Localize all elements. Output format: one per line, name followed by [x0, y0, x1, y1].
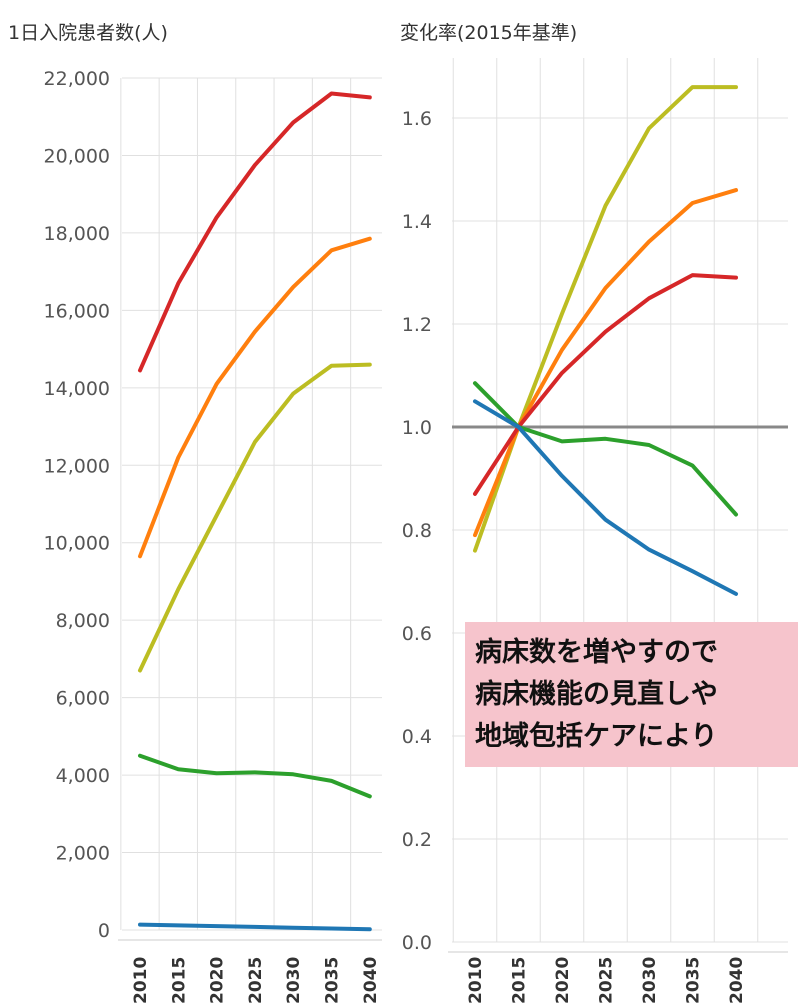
- right-ytick-label: 0.0: [402, 932, 432, 954]
- left-ytick-label: 20,000: [44, 145, 110, 167]
- left-ytick-label: 8,000: [56, 610, 110, 632]
- right-xtick-label: 2020: [553, 957, 573, 1004]
- left-ytick-label: 4,000: [56, 765, 110, 787]
- left-ytick-label: 14,000: [44, 378, 110, 400]
- right-series-line-4: [473, 381, 738, 517]
- left-series-line-5: [138, 922, 372, 932]
- left-xtick-label: 2010: [131, 957, 151, 1004]
- right-ytick-label: 1.6: [402, 108, 432, 130]
- left-ytick-label: 12,000: [44, 455, 110, 477]
- annotation-box: 病床数を増やすので 病床機能の見直しや 地域包括ケアにより: [465, 622, 798, 767]
- left-ytick-label: 0: [98, 920, 110, 942]
- right-ytick-label: 1.4: [402, 211, 432, 233]
- right-series-line-3: [473, 273, 738, 496]
- right-series-line-5: [473, 399, 738, 596]
- left-ytick-label: 2,000: [56, 843, 110, 865]
- left-ytick-label: 10,000: [44, 533, 110, 555]
- left-xtick-label: 2015: [169, 957, 189, 1004]
- right-ytick-label: 1.2: [402, 314, 432, 336]
- left-chart-title: 1日入院患者数(人): [8, 22, 168, 44]
- right-xtick-label: 2025: [597, 957, 617, 1004]
- right-ytick-label: 0.8: [402, 520, 432, 542]
- left-series-line-3: [138, 362, 372, 673]
- left-xtick-label: 2020: [208, 957, 228, 1004]
- right-xtick-label: 2040: [727, 957, 747, 1004]
- left-xtick-label: 2035: [323, 957, 343, 1004]
- right-xtick-label: 2015: [510, 957, 530, 1004]
- right-xtick-label: 2030: [640, 957, 660, 1004]
- right-ytick-label: 0.4: [402, 726, 432, 748]
- left-chart: 0 2,000 4,000 6,000 8,000 10,000 12,000 14,000 1…: [44, 68, 382, 1004]
- right-ytick-label: 1.0: [402, 417, 432, 439]
- annotation-line-2: 病床機能の見直しや: [475, 679, 718, 710]
- right-xtick-label: 2035: [684, 957, 704, 1004]
- annotation-line-3: 地域包括ケアにより: [475, 721, 718, 752]
- right-xtick-label: 2010: [466, 957, 486, 1004]
- left-xtick-label: 2025: [246, 957, 266, 1004]
- right-chart-title: 変化率(2015年基準): [400, 22, 577, 44]
- left-xtick-label: 2030: [284, 957, 304, 1004]
- left-ytick-label: 16,000: [44, 300, 110, 322]
- left-series-line-4: [138, 753, 372, 799]
- right-chart: 0.0 0.2 0.4 0.6 0.8 1.0 1.2 1.4 1.6 2010 2015 2020 2…: [402, 58, 788, 1004]
- right-ytick-label: 0.2: [402, 829, 432, 851]
- left-xtick-label: 2040: [361, 957, 381, 1004]
- right-series-line-2: [473, 188, 738, 538]
- left-ytick-label: 6,000: [56, 688, 110, 710]
- left-series-line-2: [138, 236, 372, 559]
- left-ytick-label: 18,000: [44, 223, 110, 245]
- right-series-line-1: [473, 85, 738, 553]
- right-ytick-label: 0.6: [402, 623, 432, 645]
- left-series-line-1: [138, 91, 372, 373]
- left-ytick-label: 22,000: [44, 68, 110, 90]
- annotation-line-1: 病床数を増やすので: [475, 637, 718, 668]
